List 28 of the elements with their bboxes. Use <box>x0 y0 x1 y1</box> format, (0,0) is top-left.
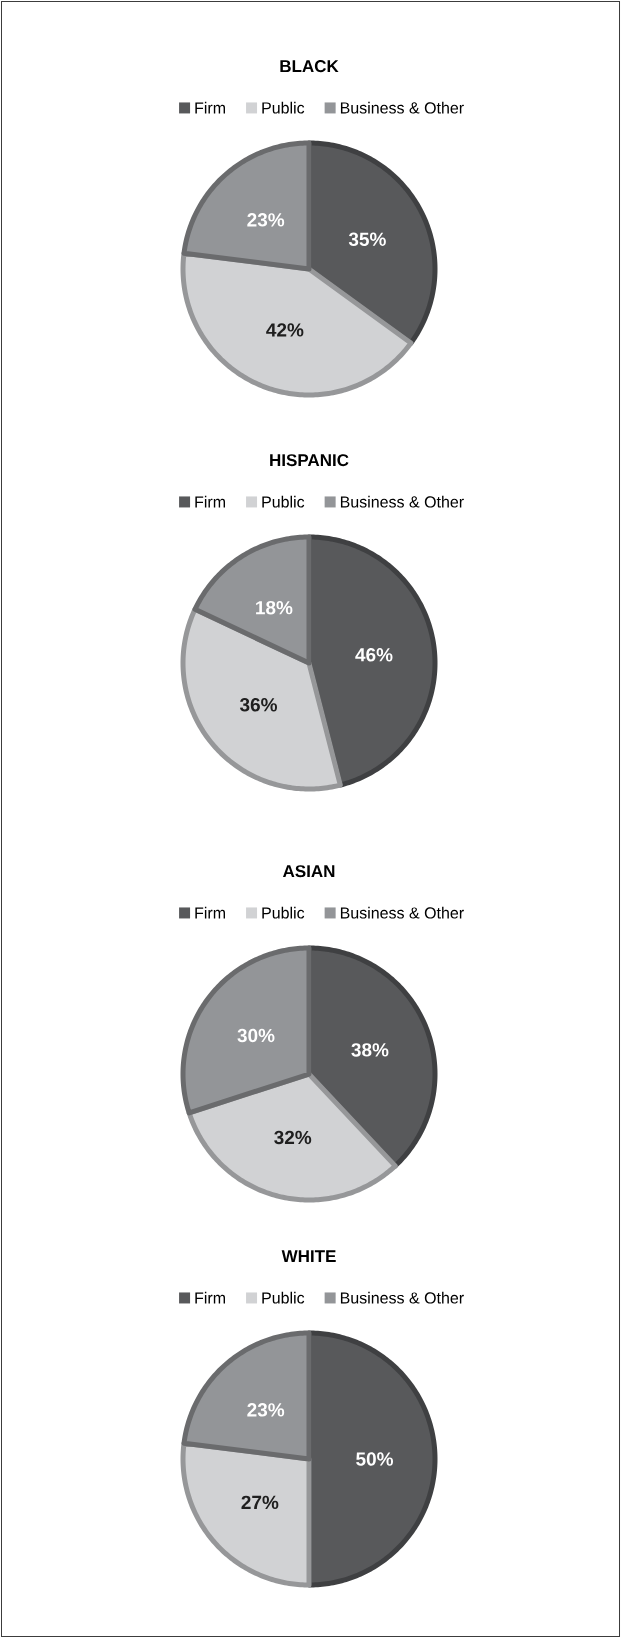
legend-label: Firm <box>195 906 225 919</box>
legend-label: Public <box>262 1291 305 1304</box>
legend-label: Public <box>262 495 305 508</box>
data-label: 30% <box>237 1028 275 1043</box>
legend-label: Business & Other <box>340 101 464 114</box>
legend-label: Firm <box>195 1291 225 1304</box>
chart-title: HISPANIC <box>270 454 349 467</box>
data-label: 38% <box>351 1043 389 1057</box>
legend-label: Firm <box>195 495 225 508</box>
legend-label: Business & Other <box>340 495 464 508</box>
data-label: 36% <box>239 698 278 712</box>
data-label: 50% <box>356 1452 394 1466</box>
legend-label: Public <box>262 906 305 919</box>
data-label: 46% <box>355 648 393 662</box>
legend-label: Firm <box>195 101 225 114</box>
data-label: 42% <box>266 323 304 337</box>
data-label: 18% <box>256 600 293 615</box>
data-label: 27% <box>241 1495 279 1510</box>
legend-label: Business & Other <box>340 906 464 919</box>
chart-title: ASIAN <box>282 865 335 878</box>
data-label: 23% <box>247 213 285 227</box>
legend-label: Business & Other <box>340 1291 464 1304</box>
chart-title: BLACK <box>280 60 339 73</box>
data-label: 35% <box>348 232 386 246</box>
data-label: 32% <box>274 1130 312 1145</box>
legend-label: Public <box>262 101 305 114</box>
chart-title: WHITE <box>281 1250 336 1263</box>
data-label: 23% <box>247 1403 285 1417</box>
